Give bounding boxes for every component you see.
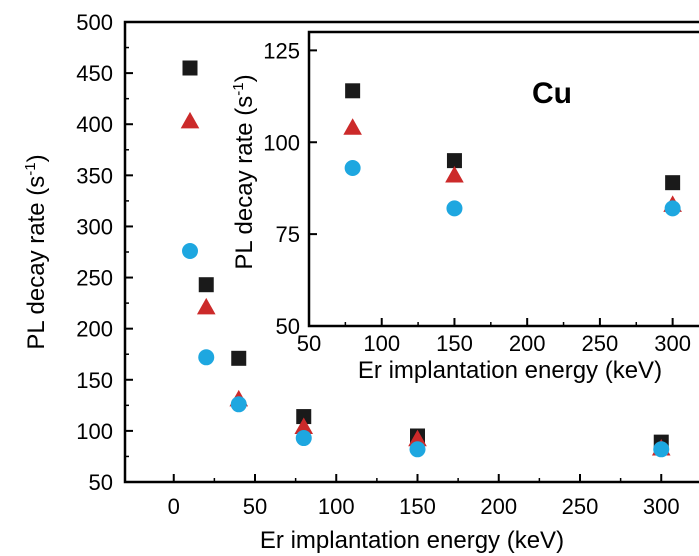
inset-y-tick-label-50: 50 — [276, 314, 300, 339]
inset-point-square-80 — [345, 83, 361, 99]
main-point-circle-40 — [230, 396, 247, 413]
main-y-tick-label-500: 500 — [76, 10, 113, 35]
main-point-square-80 — [296, 409, 312, 425]
inset-point-square-300 — [665, 175, 681, 191]
main-y-tick-label-250: 250 — [76, 266, 113, 291]
inset-x-tick-label-100: 100 — [363, 331, 400, 356]
inset-x-tick-label-50: 50 — [297, 331, 321, 356]
main-y-tick-label-50: 50 — [89, 470, 113, 495]
main-x-tick-label-250: 250 — [562, 494, 599, 519]
main-y-ticks: 50 100 150 200 250 300 350 400 450 500 — [76, 10, 133, 495]
inset-y-axis-title: PL decay rate (s-1) — [230, 74, 258, 269]
main-point-circle-80 — [295, 430, 312, 447]
inset-point-square-150 — [446, 153, 462, 169]
inset-background — [309, 32, 699, 326]
main-x-tick-label-150: 150 — [399, 494, 436, 519]
main-data-markers — [180, 60, 671, 458]
main-point-triangle-20 — [196, 297, 216, 315]
main-y-tick-label-400: 400 — [76, 112, 113, 137]
inset-x-axis-title: Er implantation energy (keV) — [358, 357, 662, 384]
inset-y-ticks: 50 75 100 125 — [263, 38, 317, 339]
main-point-square-10 — [182, 60, 198, 76]
main-x-tick-label-50: 50 — [243, 494, 267, 519]
inset-x-tick-label-300: 300 — [654, 331, 691, 356]
main-x-tick-label-0: 0 — [168, 494, 180, 519]
inset-x-tick-label-200: 200 — [509, 331, 546, 356]
inset-point-circle-300 — [664, 200, 681, 217]
main-y-tick-label-350: 350 — [76, 163, 113, 188]
inset-point-triangle-80 — [343, 118, 362, 135]
main-point-square-40 — [231, 350, 247, 366]
inset-chart: 50 100 150 200 250 300 50 75 100 125 Cu Er impla… — [230, 30, 699, 384]
inset-y-tick-label-100: 100 — [263, 130, 300, 155]
main-x-tick-label-200: 200 — [480, 494, 517, 519]
main-point-circle-150 — [409, 441, 426, 458]
inset-point-circle-150 — [446, 200, 463, 217]
main-x-ticks: 0 50 100 150 200 250 300 — [168, 474, 680, 519]
inset-point-triangle-150 — [445, 166, 464, 183]
main-point-circle-10 — [182, 242, 198, 259]
main-y-tick-label-100: 100 — [76, 419, 113, 444]
main-point-square-20 — [198, 277, 214, 293]
inset-x-ticks: 50 100 150 200 250 300 — [297, 318, 691, 356]
inset-y-tick-label-125: 125 — [263, 38, 300, 63]
main-point-circle-20 — [198, 349, 215, 366]
main-chart: 0 50 100 150 200 250 300 50 100 150 200 250 300 350 4… — [22, 10, 699, 554]
main-y-tick-label-300: 300 — [76, 214, 113, 239]
inset-y-tick-label-75: 75 — [276, 222, 300, 247]
main-y-tick-label-200: 200 — [76, 317, 113, 342]
main-x-tick-label-100: 100 — [318, 494, 355, 519]
main-point-triangle-10 — [180, 111, 200, 129]
main-point-triangle-80 — [294, 417, 314, 434]
inset-data-markers — [343, 83, 682, 217]
main-point-triangle-150 — [408, 429, 427, 447]
main-y-tick-label-150: 150 — [76, 368, 113, 393]
main-point-circle-300 — [653, 441, 670, 458]
inset-x-tick-label-150: 150 — [436, 331, 473, 356]
inset-plot-frame — [307, 30, 699, 328]
inset-x-tick-label-250: 250 — [582, 331, 619, 356]
inset-annotation-cu: Cu — [532, 77, 572, 110]
main-x-axis-title: Er implantation energy (keV) — [260, 527, 564, 554]
main-x-tick-label-300: 300 — [643, 494, 680, 519]
main-y-tick-label-450: 450 — [76, 61, 113, 86]
inset-point-circle-80 — [344, 159, 361, 176]
main-y-axis-title: PL decay rate (s-1) — [22, 154, 50, 349]
